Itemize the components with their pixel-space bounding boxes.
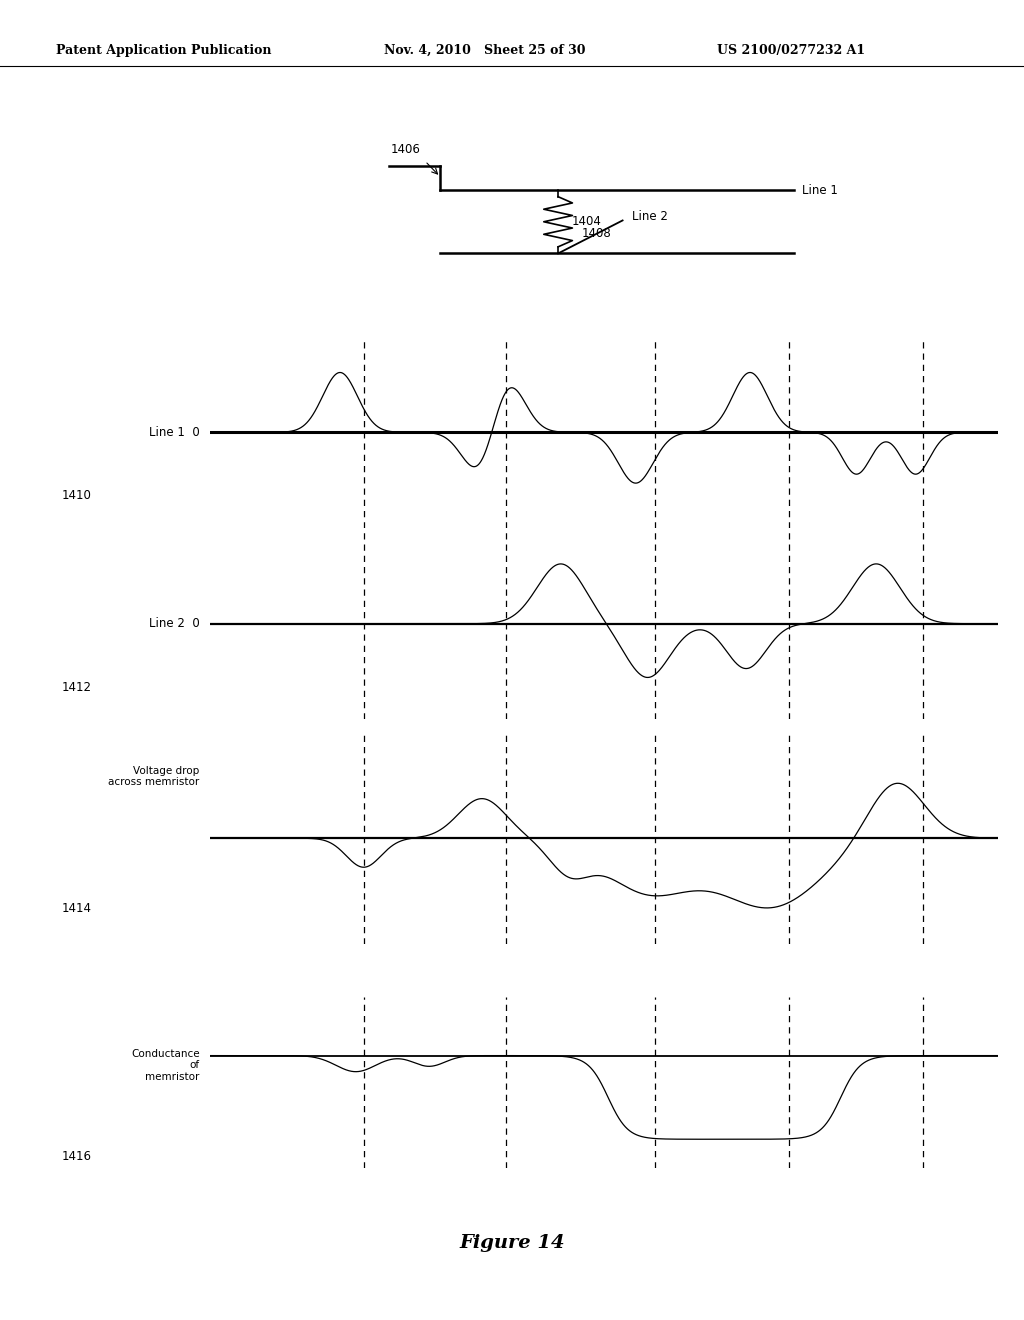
Text: 1434: 1434 xyxy=(498,359,527,372)
Text: Voltage drop
across memristor: Voltage drop across memristor xyxy=(109,766,200,787)
Text: 1410: 1410 xyxy=(61,490,91,503)
Text: ~1418: ~1418 xyxy=(407,605,446,618)
Text: 1406: 1406 xyxy=(391,143,421,156)
Text: Line 1: Line 1 xyxy=(802,183,838,197)
Text: 1466: 1466 xyxy=(855,1071,885,1084)
Text: 1426: 1426 xyxy=(348,859,378,873)
Text: 1424: 1424 xyxy=(470,477,500,490)
Text: 1430: 1430 xyxy=(342,1071,372,1084)
Text: 1442: 1442 xyxy=(549,861,579,874)
Text: 1436: 1436 xyxy=(541,550,571,564)
Text: 1422: 1422 xyxy=(332,359,362,372)
Text: 1462: 1462 xyxy=(858,550,888,564)
Text: 1454: 1454 xyxy=(730,904,760,917)
Text: 1444: 1444 xyxy=(624,883,654,896)
Text: Line 1  0: Line 1 0 xyxy=(148,426,200,438)
Text: Figure 14: Figure 14 xyxy=(459,1234,565,1253)
Text: 1428: 1428 xyxy=(470,787,500,800)
Text: 1432: 1432 xyxy=(427,1064,457,1077)
Text: 1402: 1402 xyxy=(847,455,877,469)
Text: 1440: 1440 xyxy=(632,671,662,684)
Text: Conductance
of
memristor: Conductance of memristor xyxy=(131,1048,200,1082)
Text: 1456: 1456 xyxy=(596,1134,626,1147)
Text: 1460: 1460 xyxy=(847,475,877,488)
Text: 1408: 1408 xyxy=(582,227,611,240)
Text: 1416: 1416 xyxy=(61,1150,91,1163)
Text: 1464: 1464 xyxy=(896,647,926,660)
Text: 1414: 1414 xyxy=(61,902,91,915)
Text: Nov. 4, 2010   Sheet 25 of 30: Nov. 4, 2010 Sheet 25 of 30 xyxy=(384,44,586,57)
Text: 1438: 1438 xyxy=(624,477,653,490)
Text: US 2100/0277232 A1: US 2100/0277232 A1 xyxy=(717,44,865,57)
Text: Line 2: Line 2 xyxy=(632,210,668,223)
Text: 1404: 1404 xyxy=(571,215,601,228)
Text: 1452: 1452 xyxy=(734,663,764,676)
Text: 1450: 1450 xyxy=(742,359,772,372)
Text: Patent Application Publication: Patent Application Publication xyxy=(56,44,271,57)
Text: Line 2  0: Line 2 0 xyxy=(148,618,200,630)
Text: 1412: 1412 xyxy=(61,681,91,694)
